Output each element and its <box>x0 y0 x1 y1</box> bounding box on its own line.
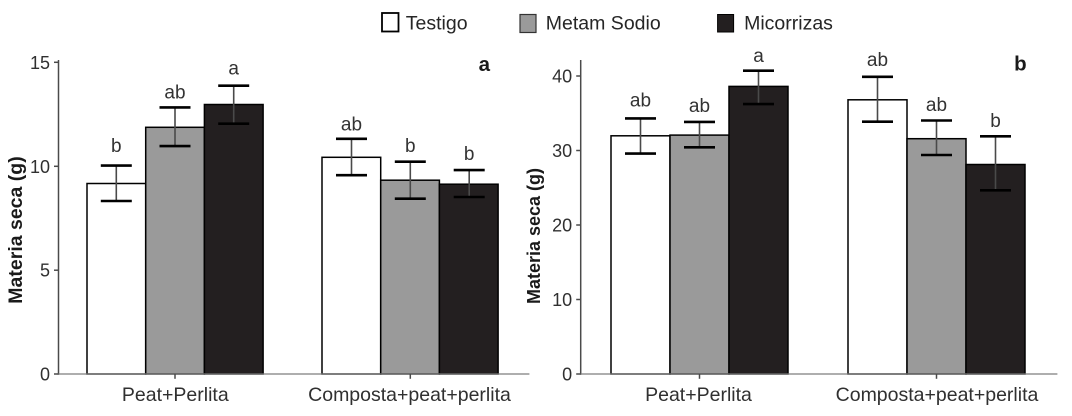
svg-text:Composta+peat+perlita: Composta+peat+perlita <box>308 384 511 406</box>
svg-text:40: 40 <box>552 67 572 87</box>
svg-text:ab: ab <box>926 95 947 116</box>
svg-text:b: b <box>111 136 122 157</box>
svg-text:b: b <box>405 136 416 157</box>
svg-text:a: a <box>753 46 764 67</box>
svg-text:ab: ab <box>341 115 362 136</box>
svg-text:ab: ab <box>689 96 710 117</box>
svg-text:Peat+Perlita: Peat+Perlita <box>122 384 229 406</box>
svg-text:ab: ab <box>164 83 185 104</box>
svg-text:b: b <box>990 111 1001 132</box>
svg-text:15: 15 <box>30 53 50 73</box>
svg-text:20: 20 <box>552 216 572 236</box>
svg-text:a: a <box>228 59 239 80</box>
svg-text:30: 30 <box>552 141 572 161</box>
svg-text:b: b <box>1014 53 1027 76</box>
svg-text:ab: ab <box>867 50 888 71</box>
svg-text:5: 5 <box>40 261 50 281</box>
svg-text:Metam Sodio: Metam Sodio <box>546 12 661 34</box>
svg-text:Materia seca (g): Materia seca (g) <box>5 156 27 303</box>
svg-text:10: 10 <box>552 290 572 310</box>
svg-text:0: 0 <box>40 365 50 385</box>
svg-text:a: a <box>479 53 491 76</box>
svg-text:0: 0 <box>562 365 572 385</box>
svg-text:Materia seca (g): Materia seca (g) <box>524 168 544 304</box>
svg-text:Micorrizas: Micorrizas <box>744 12 833 34</box>
svg-text:10: 10 <box>30 157 50 177</box>
svg-text:ab: ab <box>630 91 651 112</box>
svg-text:Composta+peat+perlita: Composta+peat+perlita <box>836 384 1039 406</box>
svg-text:Peat+Perlita: Peat+Perlita <box>645 384 752 406</box>
svg-text:b: b <box>464 144 475 165</box>
svg-text:Testigo: Testigo <box>406 12 468 34</box>
